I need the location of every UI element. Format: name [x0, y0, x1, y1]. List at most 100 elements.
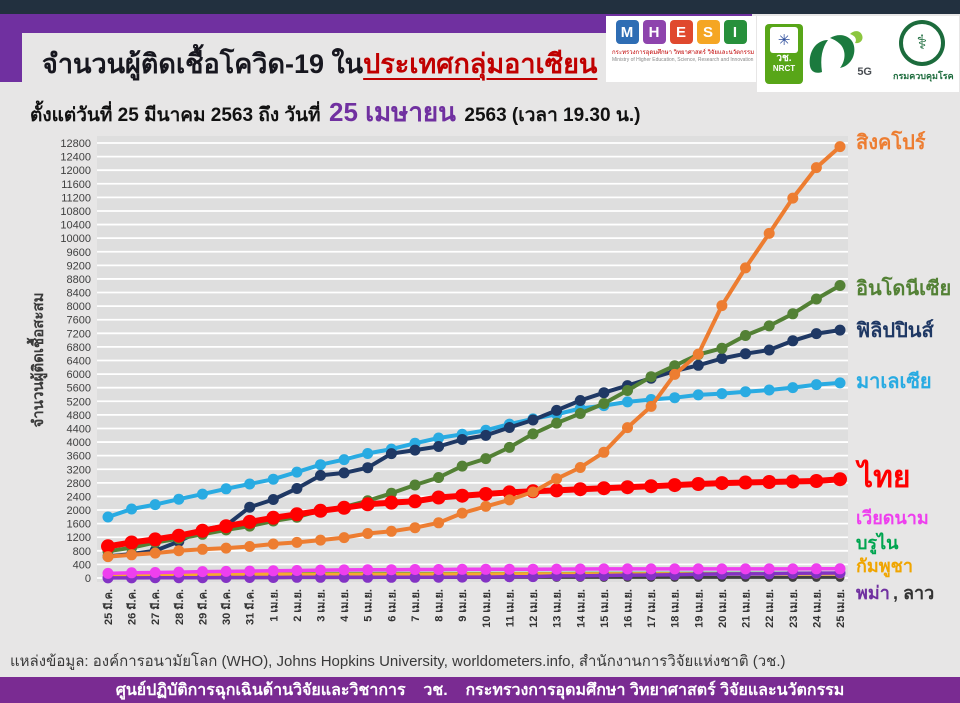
y-tick-label: 4800	[67, 410, 91, 422]
plot-area	[97, 136, 848, 582]
data-point-thailand	[809, 474, 824, 488]
data-point-philippines	[456, 434, 468, 445]
data-point-vietnam	[645, 563, 657, 575]
data-point-thailand	[667, 478, 682, 493]
x-tick-label: 13 เม.ย.	[552, 589, 564, 628]
y-tick-label: 7200	[67, 328, 91, 340]
data-point-singapore	[244, 541, 256, 552]
data-point-indonesia	[574, 408, 586, 419]
y-tick-label: 800	[73, 546, 91, 558]
data-point-malaysia	[362, 448, 374, 459]
series-markers-thailand	[101, 472, 847, 554]
legend-label-brunei: บรูไน	[856, 532, 899, 555]
page-title-highlight: ประเทศกลุ่มอาเซียน	[363, 49, 598, 79]
data-point-malaysia	[622, 396, 633, 408]
data-point-singapore	[834, 141, 846, 153]
y-tick-label: 1600	[67, 519, 91, 531]
data-point-thailand	[478, 487, 493, 501]
data-point-philippines	[409, 444, 421, 456]
legend-label-thailand: ไทย	[855, 459, 910, 494]
data-point-indonesia	[551, 417, 563, 429]
data-point-thailand	[195, 523, 210, 538]
data-point-singapore	[480, 500, 492, 512]
data-point-malaysia	[338, 454, 350, 466]
ddc-seal-ring: ⚕	[899, 20, 945, 66]
data-point-vietnam	[716, 563, 728, 575]
y-tick-label: 400	[73, 559, 91, 571]
data-point-thailand	[455, 488, 470, 503]
x-tick-label: 4 เม.ย.	[339, 589, 351, 622]
y-tick-label: 8800	[67, 274, 91, 286]
data-point-singapore	[716, 300, 728, 312]
data-point-malaysia	[763, 384, 775, 396]
data-point-thailand	[738, 475, 753, 490]
y-tick-label: 3600	[67, 451, 91, 463]
data-point-vietnam	[763, 563, 775, 575]
x-tick-label: 25 เม.ย.	[835, 589, 847, 628]
data-point-thailand	[266, 510, 281, 525]
y-tick-label: 10400	[60, 220, 91, 232]
data-point-malaysia	[291, 466, 303, 478]
x-tick-label: 11 เม.ย.	[504, 589, 516, 627]
data-point-indonesia	[527, 428, 539, 440]
x-tick-label: 30 มี.ค.	[220, 589, 233, 625]
data-point-vietnam	[126, 567, 138, 579]
y-tick-label: 4400	[67, 423, 91, 435]
data-point-singapore	[409, 522, 421, 534]
data-point-thailand	[124, 535, 139, 550]
x-tick-label: 23 เม.ย.	[788, 589, 800, 628]
y-tick-label: 11600	[61, 179, 91, 191]
mhesi-letter-i: I	[723, 20, 747, 44]
data-point-vietnam	[267, 565, 279, 577]
fiveg-label: 5G	[857, 66, 872, 78]
x-tick-label: 14 เม.ย.	[575, 589, 587, 628]
y-tick-label: 9200	[67, 260, 91, 272]
y-tick-label: 8000	[67, 301, 91, 313]
x-tick-label: 6 เม.ย.	[386, 589, 398, 622]
data-point-myanmar	[433, 571, 445, 583]
data-point-singapore	[197, 543, 208, 555]
x-tick-label: 8 เม.ย.	[434, 589, 446, 622]
data-point-malaysia	[173, 493, 185, 505]
data-point-singapore	[763, 227, 775, 239]
y-tick-label: 2800	[67, 478, 91, 490]
data-point-vietnam	[173, 566, 185, 578]
data-point-singapore	[787, 192, 799, 204]
nrct-logo: ✳ วช. NRCT	[765, 24, 803, 84]
y-tick-label: 8400	[67, 288, 91, 300]
data-point-indonesia	[716, 342, 728, 354]
y-tick-label: 2400	[67, 491, 91, 503]
data-point-malaysia	[433, 432, 445, 444]
x-tick-label: 21 เม.ย.	[741, 589, 753, 628]
data-point-singapore	[385, 525, 397, 537]
x-tick-label: 28 มี.ค.	[173, 589, 186, 625]
data-point-singapore	[740, 262, 751, 274]
ddc-caduceus-icon: ⚕	[903, 24, 941, 62]
data-point-singapore	[810, 162, 822, 174]
mhesi-letter-e: E	[669, 20, 693, 44]
data-point-malaysia	[810, 379, 822, 391]
data-point-vietnam	[102, 567, 114, 579]
subtitle: ตั้งแต่วันที่ 25 มีนาคม 2563 ถึง วันที่ …	[30, 92, 640, 133]
data-point-vietnam	[385, 564, 397, 576]
source-note: แหล่งข้อมูล: องค์การอนามัยโลก (WHO), Joh…	[10, 653, 786, 670]
legend-label-cambodia: กัมพูชา	[856, 556, 913, 578]
y-tick-label: 0	[85, 573, 91, 585]
data-point-thailand	[219, 519, 234, 534]
data-point-malaysia	[834, 377, 846, 389]
x-tick-label: 26 มี.ค.	[126, 589, 139, 625]
y-tick-label: 12800	[60, 138, 91, 150]
data-point-singapore	[692, 348, 704, 360]
data-point-myanmar	[385, 571, 397, 583]
data-point-malaysia	[787, 382, 799, 394]
data-point-vietnam	[669, 563, 681, 575]
data-point-thailand	[242, 514, 257, 529]
y-tick-label: 11200	[61, 192, 91, 204]
data-point-singapore	[102, 551, 114, 563]
legend-label-singapore: สิงคโปร์	[856, 130, 926, 154]
data-point-myanmar	[456, 571, 468, 583]
data-point-philippines	[574, 395, 586, 406]
data-point-singapore	[267, 538, 279, 550]
